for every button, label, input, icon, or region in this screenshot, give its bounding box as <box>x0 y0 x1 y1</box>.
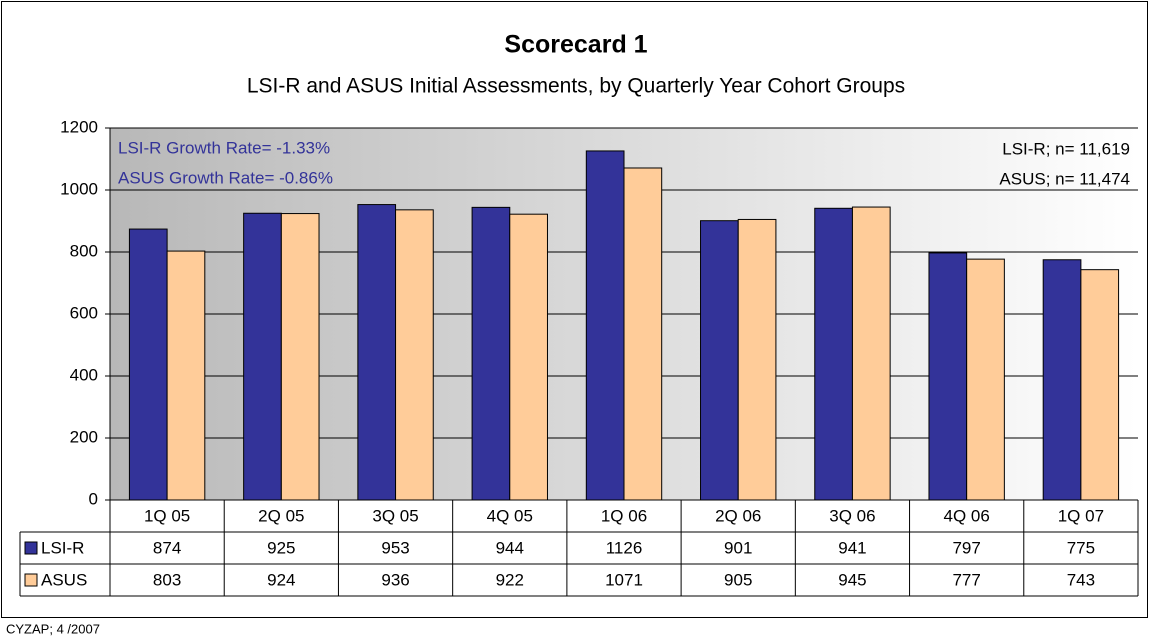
bar <box>700 220 739 501</box>
table-value: 1126 <box>606 538 643 557</box>
annotation: LSI-R Growth Rate= -1.33% <box>118 138 330 157</box>
table-value: 941 <box>838 538 866 557</box>
bar <box>357 204 397 501</box>
x-tick-label: 1Q 06 <box>601 506 647 525</box>
x-tick-label: 3Q 05 <box>372 506 418 525</box>
footer: CYZAP; 4 /2007 <box>6 621 100 636</box>
table-value: 925 <box>267 538 295 557</box>
table-value: 1071 <box>605 570 643 589</box>
annotation: LSI-R; n= 11,619 <box>1002 139 1130 158</box>
y-tick-label: 600 <box>70 303 98 322</box>
y-tick-label: 1000 <box>60 179 98 198</box>
table-value: 874 <box>153 538 181 557</box>
y-tick-label: 800 <box>70 241 98 260</box>
bar <box>585 150 625 501</box>
bar <box>509 213 548 501</box>
x-tick-label: 4Q 06 <box>944 506 990 525</box>
y-tick-label: 1200 <box>60 117 98 136</box>
y-tick-label: 0 <box>89 489 98 508</box>
table-value: 775 <box>1067 538 1095 557</box>
bar <box>166 250 206 501</box>
legend-label: LSI-R <box>41 538 84 557</box>
table-value: 936 <box>381 570 409 589</box>
table-value: 945 <box>838 570 866 589</box>
bar <box>1080 269 1120 501</box>
table-value: 953 <box>381 538 409 557</box>
bar <box>737 218 777 501</box>
chart-title: Scorecard 1 <box>504 31 647 59</box>
y-tick-label: 200 <box>70 427 98 446</box>
table-value: 922 <box>496 570 524 589</box>
legend-swatch <box>24 573 38 587</box>
y-tick-label: 400 <box>70 365 98 384</box>
annotation: ASUS Growth Rate= -0.86% <box>118 168 333 187</box>
legend-swatch <box>24 541 38 555</box>
bar <box>623 167 663 501</box>
bar <box>966 258 1005 501</box>
table-value: 924 <box>267 570 295 589</box>
bar <box>471 206 511 501</box>
bar <box>851 206 891 501</box>
bar <box>928 252 968 501</box>
bar <box>128 228 168 501</box>
bar <box>814 207 853 501</box>
table-value: 901 <box>724 538 752 557</box>
x-tick-label: 2Q 05 <box>258 506 304 525</box>
x-tick-label: 1Q 05 <box>144 506 190 525</box>
chart-subtitle: LSI-R and ASUS Initial Assessments, by Q… <box>247 75 905 98</box>
bar <box>395 209 434 501</box>
x-tick-label: 2Q 06 <box>715 506 761 525</box>
table-value: 743 <box>1067 570 1095 589</box>
x-tick-label: 3Q 06 <box>829 506 875 525</box>
table-value: 905 <box>724 570 752 589</box>
table-value: 944 <box>496 538 524 557</box>
table-value: 777 <box>952 570 980 589</box>
x-tick-label: 1Q 07 <box>1058 506 1104 525</box>
legend-label: ASUS <box>41 570 87 589</box>
x-tick-label: 4Q 05 <box>487 506 533 525</box>
bar <box>280 213 320 501</box>
table-value: 803 <box>153 570 181 589</box>
annotation: ASUS; n= 11,474 <box>999 169 1130 188</box>
bar <box>243 212 282 501</box>
table-value: 797 <box>952 538 980 557</box>
bar <box>1042 259 1082 501</box>
